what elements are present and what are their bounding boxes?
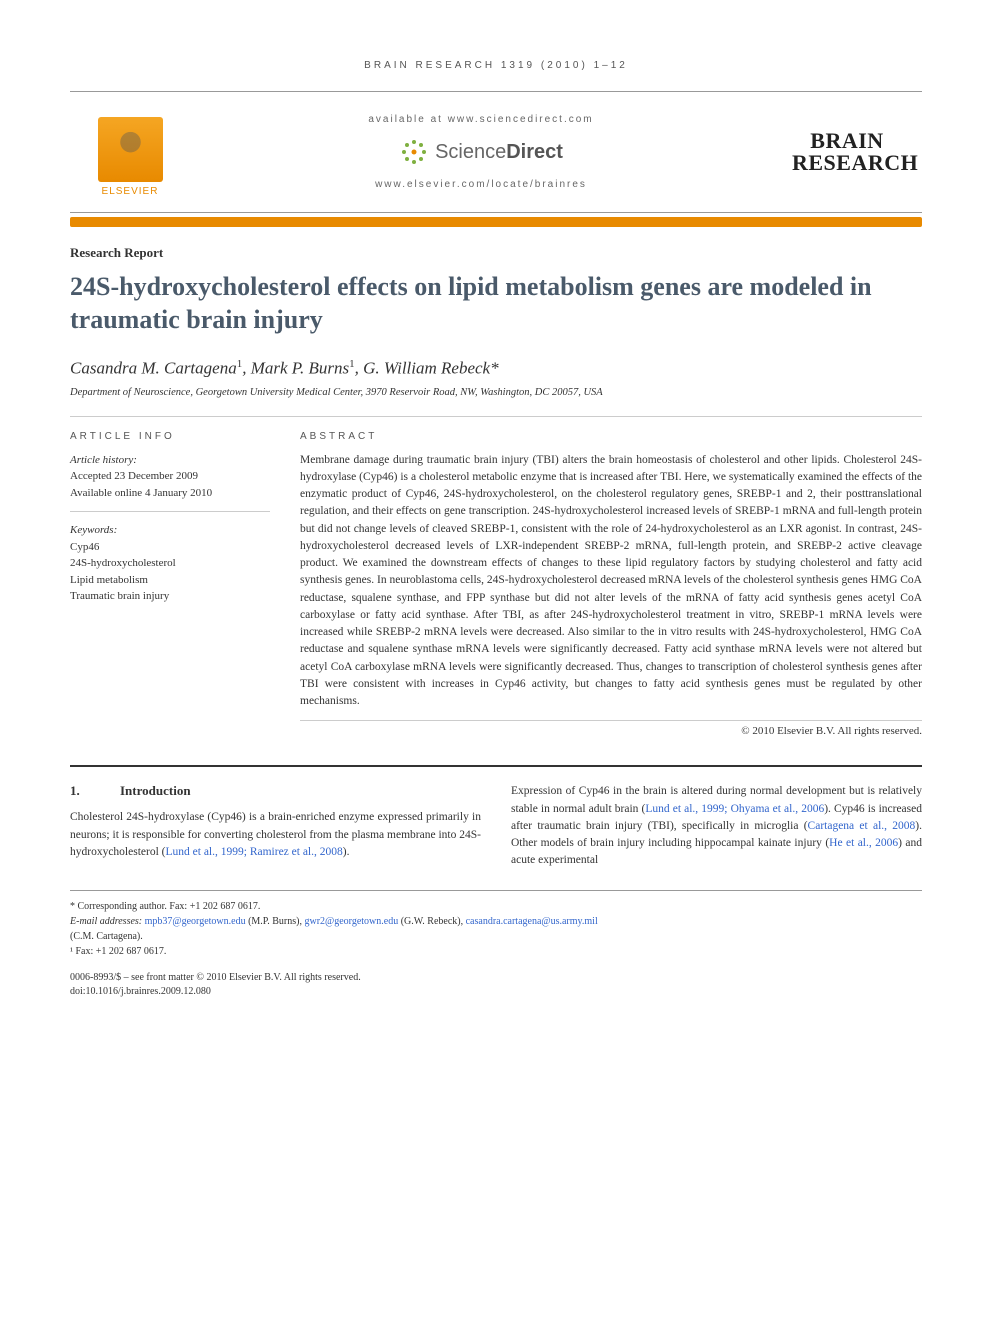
article-title: 24S-hydroxycholesterol effects on lipid … xyxy=(70,271,922,336)
email-line: E-mail addresses: mpb37@georgetown.edu (… xyxy=(70,914,922,929)
elsevier-label: ELSEVIER xyxy=(102,186,159,197)
corresponding-author: * Corresponding author. Fax: +1 202 687 … xyxy=(70,899,922,914)
keywords-block: Keywords: Cyp4624S-hydroxycholesterolLip… xyxy=(70,522,270,615)
citation-link[interactable]: Lund et al., 1999; Ohyama et al., 2006 xyxy=(645,803,824,815)
elsevier-tree-icon xyxy=(98,117,163,182)
sciencedirect-logo: ScienceDirect xyxy=(170,137,792,167)
journal-header: ELSEVIER available at www.sciencedirect.… xyxy=(70,91,922,213)
elsevier-logo: ELSEVIER xyxy=(90,107,170,197)
intro-para-right: Expression of Cyp46 in the brain is alte… xyxy=(511,783,922,869)
abstract-heading: ABSTRACT xyxy=(300,431,922,442)
keyword-item: 24S-hydroxycholesterol xyxy=(70,555,270,572)
section-heading: 1.Introduction xyxy=(70,783,481,799)
authors: Casandra M. Cartagena1, Mark P. Burns1, … xyxy=(70,358,922,379)
journal-title-2: RESEARCH xyxy=(792,152,902,174)
email-who-3: (C.M. Cartagena). xyxy=(70,929,922,944)
running-head: BRAIN RESEARCH 1319 (2010) 1–12 xyxy=(70,60,922,71)
intro-para-left: Cholesterol 24S-hydroxylase (Cyp46) is a… xyxy=(70,809,481,861)
history-online: Available online 4 January 2010 xyxy=(70,485,270,502)
sd-prefix: Science xyxy=(435,141,506,163)
body-col-right: Expression of Cyp46 in the brain is alte… xyxy=(511,783,922,869)
issn-line: 0006-8993/$ – see front matter © 2010 El… xyxy=(70,971,922,985)
citation-link[interactable]: Lund et al., 1999; Ramirez et al., 2008 xyxy=(166,846,343,858)
journal-url: www.elsevier.com/locate/brainres xyxy=(170,179,792,190)
journal-cover: BRAIN RESEARCH xyxy=(792,130,902,174)
email-link[interactable]: casandra.cartagena@us.army.mil xyxy=(466,916,598,927)
keyword-item: Traumatic brain injury xyxy=(70,588,270,605)
email-who-2: (G.W. Rebeck), xyxy=(398,916,465,927)
bottom-info: 0006-8993/$ – see front matter © 2010 El… xyxy=(70,971,922,999)
article-info-column: ARTICLE INFO Article history: Accepted 2… xyxy=(70,431,270,738)
history-accepted: Accepted 23 December 2009 xyxy=(70,468,270,485)
abstract-copyright: © 2010 Elsevier B.V. All rights reserved… xyxy=(300,725,922,737)
sciencedirect-burst-icon xyxy=(399,137,429,167)
email-link[interactable]: mpb37@georgetown.edu xyxy=(145,916,246,927)
orange-divider xyxy=(70,217,922,227)
journal-title-1: BRAIN xyxy=(792,130,902,152)
doi-line: doi:10.1016/j.brainres.2009.12.080 xyxy=(70,985,922,999)
article-history: Article history: Accepted 23 December 20… xyxy=(70,452,270,513)
available-at: available at www.sciencedirect.com xyxy=(170,114,792,125)
citation-link[interactable]: He et al., 2006 xyxy=(829,837,898,849)
email-label: E-mail addresses: xyxy=(70,916,145,927)
abstract-text: Membrane damage during traumatic brain i… xyxy=(300,452,922,722)
abstract-column: ABSTRACT Membrane damage during traumati… xyxy=(300,431,922,738)
article-info-heading: ARTICLE INFO xyxy=(70,431,270,442)
affiliation: Department of Neuroscience, Georgetown U… xyxy=(70,387,922,398)
history-label: Article history: xyxy=(70,452,270,469)
sciencedirect-text: ScienceDirect xyxy=(435,141,563,164)
intro-text-1b: ). xyxy=(343,846,350,858)
article-type: Research Report xyxy=(70,245,922,261)
sd-suffix: Direct xyxy=(506,141,563,163)
keyword-item: Cyp46 xyxy=(70,539,270,556)
email-link[interactable]: gwr2@georgetown.edu xyxy=(304,916,398,927)
section-title: Introduction xyxy=(120,783,191,798)
body-col-left: 1.Introduction Cholesterol 24S-hydroxyla… xyxy=(70,783,481,869)
keyword-item: Lipid metabolism xyxy=(70,572,270,589)
section-number: 1. xyxy=(70,783,120,799)
email-who-1: (M.P. Burns), xyxy=(246,916,305,927)
fax-footnote: ¹ Fax: +1 202 687 0617. xyxy=(70,944,922,959)
keywords-label: Keywords: xyxy=(70,522,270,539)
citation-link[interactable]: Cartagena et al., 2008 xyxy=(808,820,916,832)
footnotes: * Corresponding author. Fax: +1 202 687 … xyxy=(70,890,922,959)
body-columns: 1.Introduction Cholesterol 24S-hydroxyla… xyxy=(70,765,922,869)
header-center: available at www.sciencedirect.com xyxy=(170,114,792,190)
